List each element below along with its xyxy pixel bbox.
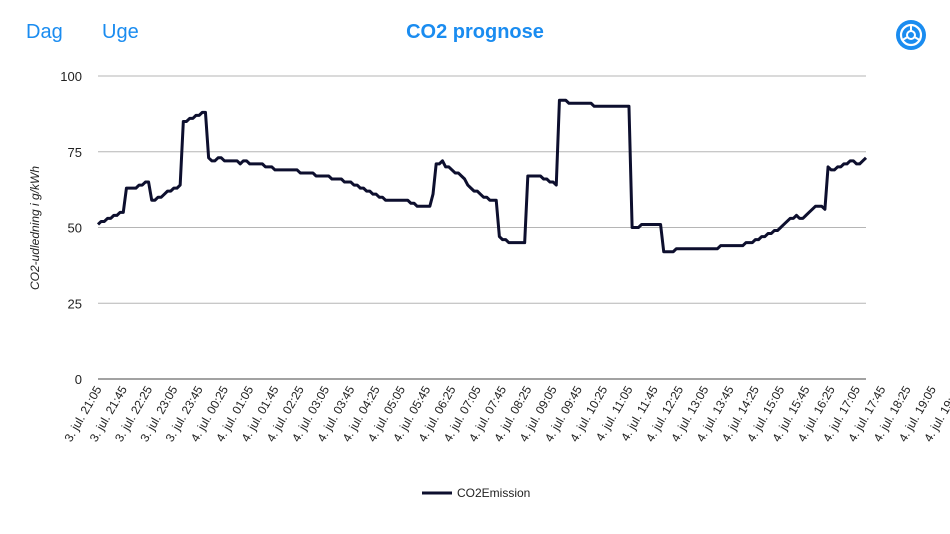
circle-logo-icon xyxy=(896,20,926,50)
page-title: CO2 prognose xyxy=(406,21,544,43)
y-tick-label: 100 xyxy=(60,69,82,84)
gridlines xyxy=(98,75,866,380)
y-tick-label: 25 xyxy=(68,296,82,311)
y-axis-ticks: 0 25 50 75 100 xyxy=(60,69,82,387)
tab-day[interactable]: Dag xyxy=(26,21,63,43)
legend: CO2Emission xyxy=(422,486,530,500)
legend-label-co2emission: CO2Emission xyxy=(457,486,530,500)
series-line-co2emission xyxy=(96,98,868,254)
tab-week[interactable]: Uge xyxy=(102,21,139,43)
y-tick-label: 0 xyxy=(75,372,82,387)
logo-button[interactable] xyxy=(895,19,927,51)
y-tick-label: 50 xyxy=(68,221,82,236)
series-group xyxy=(96,98,868,254)
y-tick-label: 75 xyxy=(68,145,82,160)
y-axis-label: CO2-udledning i g/kWh xyxy=(28,166,42,290)
x-axis-ticks: 3. jul. 21:053. jul. 21:453. jul. 22:253… xyxy=(61,383,950,444)
